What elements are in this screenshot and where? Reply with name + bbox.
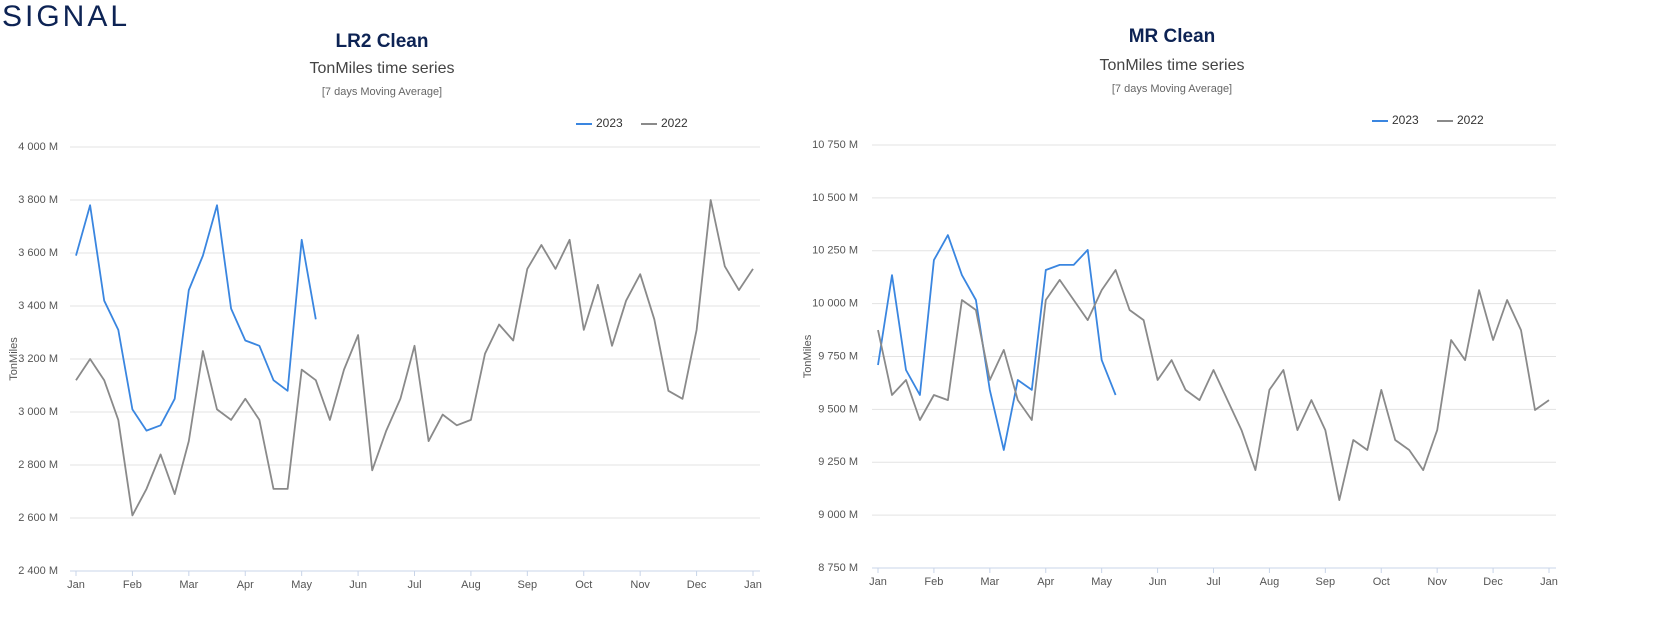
x-tick-label: Mar — [980, 576, 999, 588]
x-tick-label: Oct — [575, 579, 592, 591]
y-tick-label: 2 600 M — [18, 512, 58, 524]
y-tick-label: 3 400 M — [18, 300, 58, 312]
x-tick-label: Feb — [123, 579, 142, 591]
x-tick-label: Jun — [349, 579, 367, 591]
logo: SIGNAL — [2, 0, 130, 33]
y-tick-label: 8 750 M — [818, 562, 858, 574]
series-line — [75, 204, 317, 432]
y-tick-label: 2 400 M — [18, 565, 58, 577]
x-tick-label: May — [1091, 576, 1112, 588]
x-tick-label: Apr — [1037, 576, 1054, 588]
series-line — [877, 234, 1117, 451]
y-tick-label: 4 000 M — [18, 141, 58, 153]
y-tick-label: 9 250 M — [818, 456, 858, 468]
x-tick-label: Aug — [461, 579, 481, 591]
y-tick-label: 10 500 M — [812, 192, 858, 204]
x-tick-label: Dec — [687, 579, 707, 591]
y-tick-label: 2 800 M — [18, 459, 58, 471]
y-tick-label: 3 600 M — [18, 247, 58, 259]
x-tick-label: Jan — [869, 576, 887, 588]
x-tick-label: Jan — [1540, 576, 1558, 588]
x-tick-label: Sep — [518, 579, 538, 591]
x-tick-label: Jun — [1149, 576, 1167, 588]
legend-label: 2022 — [1457, 113, 1484, 127]
series-line — [877, 269, 1550, 501]
chart-note: [7 days Moving Average] — [1112, 83, 1232, 95]
y-tick-label: 3 800 M — [18, 194, 58, 206]
chart-title: MR Clean — [1129, 26, 1216, 47]
x-tick-label: Jul — [1206, 576, 1220, 588]
x-tick-label: Apr — [237, 579, 254, 591]
series-line — [75, 199, 754, 517]
y-tick-label: 9 500 M — [818, 403, 858, 415]
x-tick-label: Jan — [744, 579, 762, 591]
y-tick-label: 9 750 M — [818, 350, 858, 362]
y-tick-label: 10 000 M — [812, 298, 858, 310]
x-tick-label: Nov — [630, 579, 650, 591]
x-tick-label: Oct — [1373, 576, 1390, 588]
chart-subtitle: TonMiles time series — [310, 60, 455, 77]
x-tick-label: Jan — [67, 579, 85, 591]
x-tick-label: Sep — [1316, 576, 1336, 588]
x-tick-label: Mar — [179, 579, 198, 591]
x-tick-label: Dec — [1483, 576, 1503, 588]
y-tick-label: 9 000 M — [818, 509, 858, 521]
x-tick-label: Aug — [1260, 576, 1280, 588]
chart-subtitle: TonMiles time series — [1100, 57, 1245, 74]
y-tick-label: 10 750 M — [812, 139, 858, 151]
x-tick-label: Feb — [924, 576, 943, 588]
x-tick-label: Nov — [1427, 576, 1447, 588]
x-tick-label: Jul — [407, 579, 421, 591]
legend-label: 2023 — [1392, 113, 1419, 127]
y-axis-label: TonMiles — [8, 337, 20, 381]
legend-label: 2023 — [596, 116, 623, 130]
y-axis-label: TonMiles — [802, 334, 814, 378]
x-tick-label: May — [291, 579, 312, 591]
chart-title: LR2 Clean — [336, 31, 429, 52]
chart-note: [7 days Moving Average] — [322, 86, 442, 98]
y-tick-label: 3 000 M — [18, 406, 58, 418]
y-tick-label: 10 250 M — [812, 245, 858, 257]
y-tick-label: 3 200 M — [18, 353, 58, 365]
legend-label: 2022 — [661, 116, 688, 130]
